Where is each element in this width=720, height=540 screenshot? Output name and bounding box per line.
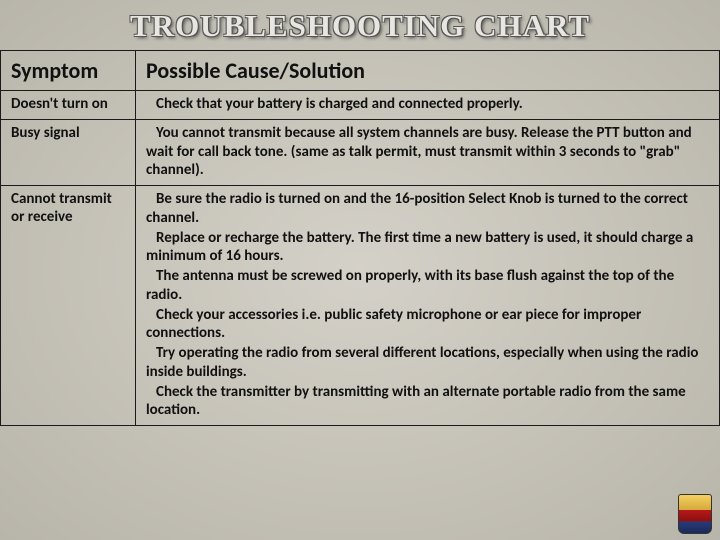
solution-cell: Be sure the radio is turned on and the 1… <box>136 186 720 426</box>
solution-cell: You cannot transmit because all system c… <box>136 119 720 185</box>
header-solution: Possible Cause/Solution <box>136 51 720 91</box>
symptom-cell: Doesn't turn on <box>1 91 136 120</box>
table-row: Doesn't turn on Check that your battery i… <box>1 91 720 120</box>
solution-paragraph: Try operating the radio from several dif… <box>146 344 711 382</box>
symptom-cell: Cannot transmit or receive <box>1 186 136 426</box>
table-body: Doesn't turn on Check that your battery i… <box>1 91 720 426</box>
badge-icon <box>678 494 712 534</box>
symptom-cell: Busy signal <box>1 119 136 185</box>
table-row: Cannot transmit or receive Be sure the ra… <box>1 186 720 426</box>
page-title: TROUBLESHOOTING CHART <box>130 8 590 43</box>
solution-paragraph: Check the transmitter by transmitting wi… <box>146 383 711 421</box>
solution-paragraph: Replace or recharge the battery. The fir… <box>146 229 711 267</box>
solution-paragraph: The antenna must be screwed on properly,… <box>146 267 711 305</box>
header-symptom: Symptom <box>1 51 136 91</box>
solution-paragraph: Check that your battery is charged and c… <box>146 95 711 114</box>
title-bar: TROUBLESHOOTING CHART <box>0 0 720 50</box>
solution-paragraph: Be sure the radio is turned on and the 1… <box>146 190 711 228</box>
solution-paragraph: You cannot transmit because all system c… <box>146 124 711 180</box>
solution-paragraph: Check your accessories i.e. public safet… <box>146 306 711 344</box>
troubleshooting-table: Symptom Possible Cause/Solution Doesn't … <box>0 50 720 426</box>
solution-cell: Check that your battery is charged and c… <box>136 91 720 120</box>
table-row: Busy signalYou cannot transmit because a… <box>1 119 720 185</box>
